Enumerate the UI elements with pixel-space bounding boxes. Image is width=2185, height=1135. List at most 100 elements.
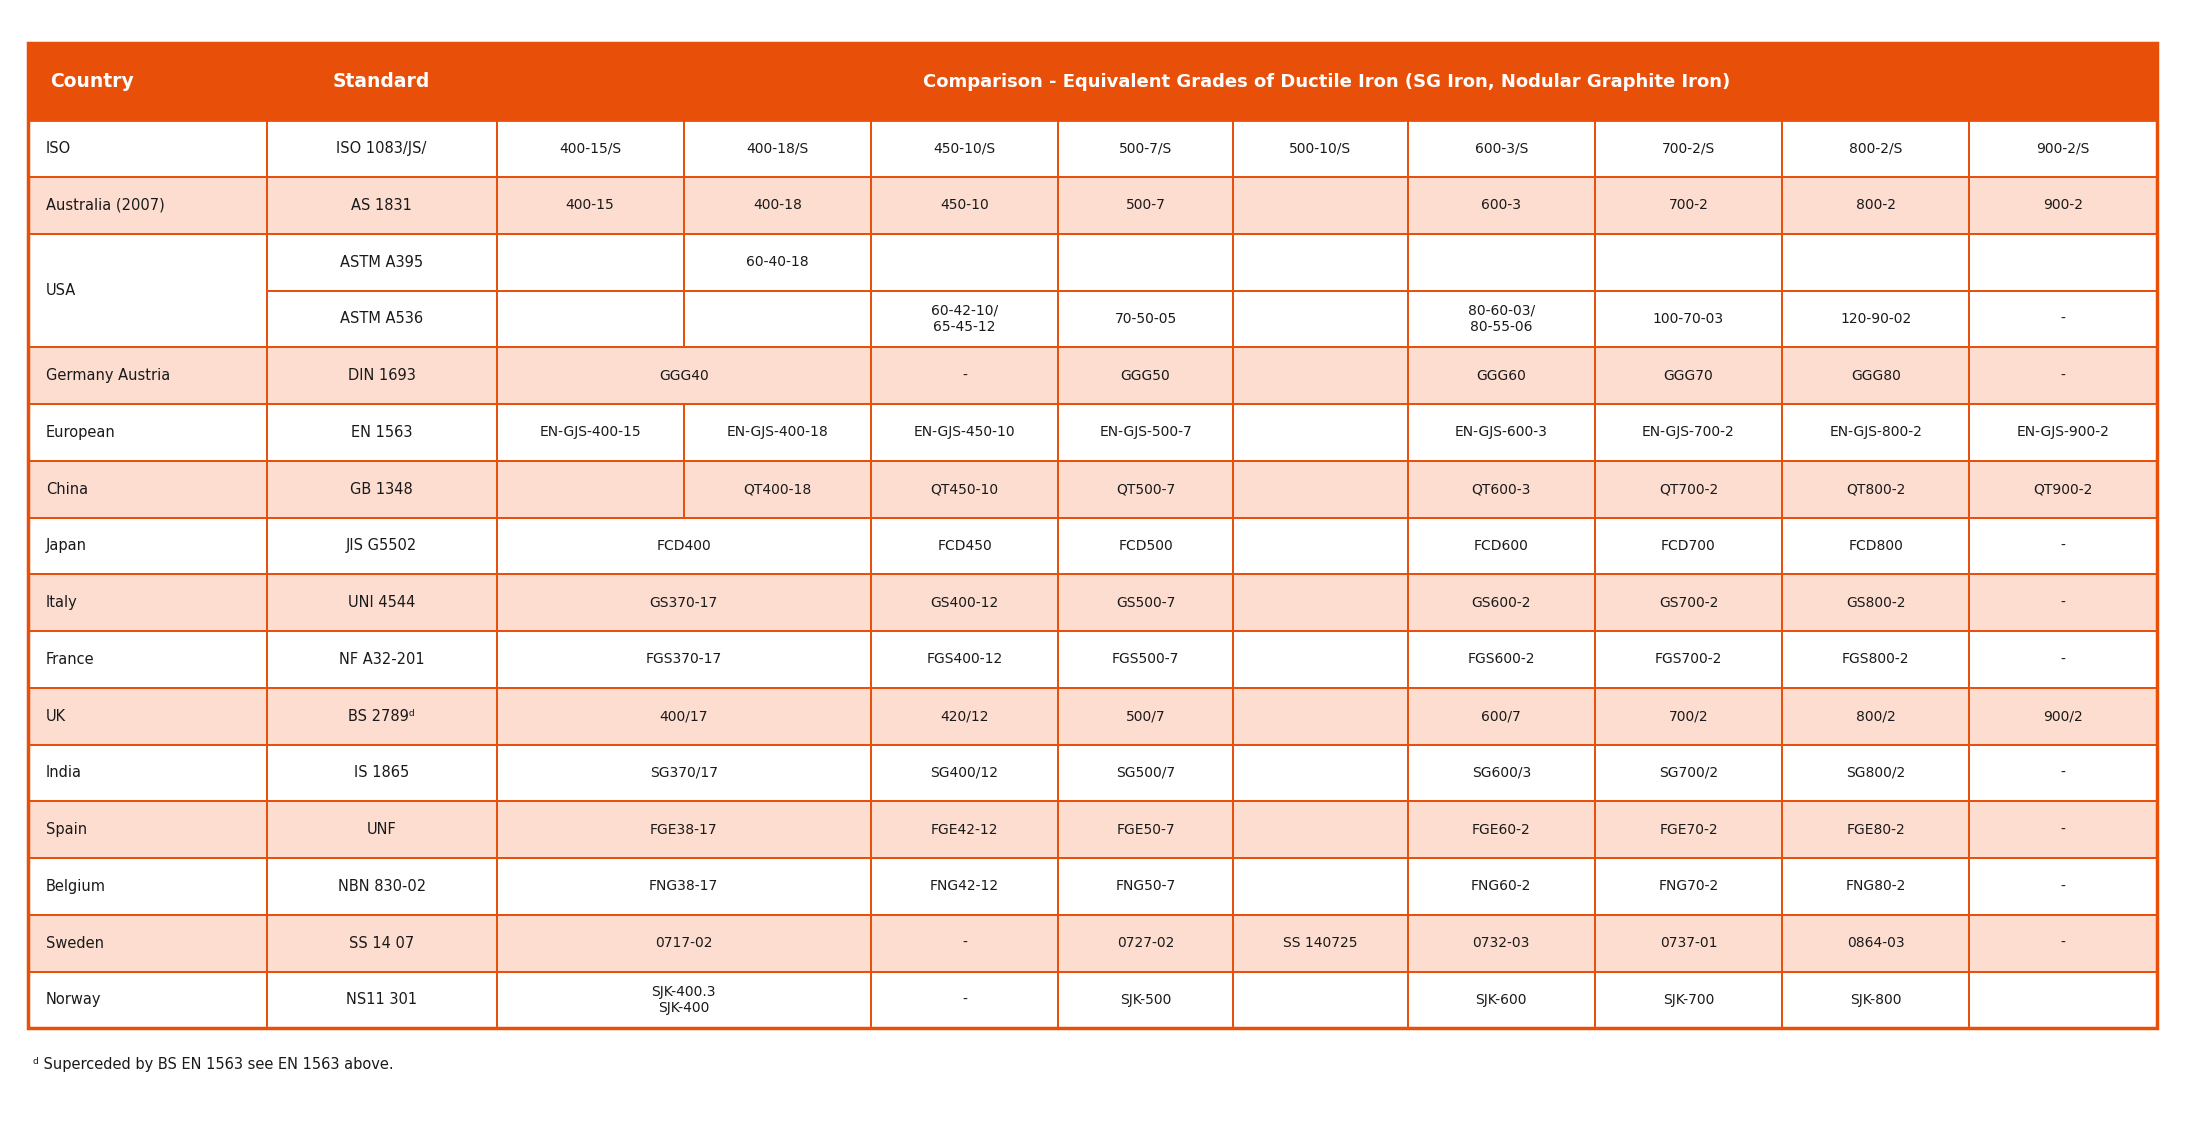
Bar: [1407, 234, 1595, 291]
Bar: [1783, 177, 1969, 234]
Text: -: -: [2060, 312, 2065, 326]
Text: 0732-03: 0732-03: [1473, 936, 1529, 950]
Bar: [1969, 234, 2157, 291]
Bar: [872, 234, 1058, 291]
Text: European: European: [46, 424, 116, 440]
Bar: [1232, 347, 1407, 404]
Bar: [1232, 461, 1407, 518]
Text: EN-GJS-800-2: EN-GJS-800-2: [1829, 426, 1923, 439]
Bar: [1969, 404, 2157, 461]
Text: SG500/7: SG500/7: [1117, 766, 1176, 780]
Text: 60-40-18: 60-40-18: [745, 255, 808, 269]
Text: SG700/2: SG700/2: [1658, 766, 1717, 780]
Bar: [267, 234, 496, 291]
Bar: [267, 801, 496, 858]
Bar: [28, 801, 267, 858]
Text: FCD800: FCD800: [1849, 539, 1903, 553]
Bar: [496, 745, 872, 801]
Bar: [496, 120, 684, 177]
Bar: [267, 518, 496, 574]
Text: SJK-500: SJK-500: [1121, 993, 1171, 1007]
Bar: [872, 234, 1058, 291]
Bar: [1232, 518, 1407, 574]
Bar: [267, 404, 496, 461]
Bar: [1407, 745, 1595, 801]
Text: SS 140725: SS 140725: [1283, 936, 1357, 950]
Bar: [1232, 801, 1407, 858]
Text: SJK-400.3
SJK-400: SJK-400.3 SJK-400: [651, 985, 717, 1015]
Bar: [496, 858, 872, 915]
Bar: [1783, 234, 1969, 291]
Text: FGE50-7: FGE50-7: [1117, 823, 1176, 836]
Text: UNI 4544: UNI 4544: [347, 595, 415, 611]
Bar: [872, 120, 1058, 177]
Bar: [28, 43, 2157, 1028]
Bar: [267, 972, 496, 1028]
Bar: [496, 801, 872, 858]
Bar: [1969, 745, 2157, 801]
Bar: [496, 177, 684, 234]
Bar: [684, 461, 872, 518]
Bar: [1058, 972, 1232, 1028]
Bar: [1058, 915, 1232, 972]
Bar: [496, 915, 872, 972]
Bar: [1783, 688, 1969, 745]
Text: FGS800-2: FGS800-2: [1842, 653, 1910, 666]
Text: 700-2/S: 700-2/S: [1663, 142, 1715, 155]
Bar: [267, 858, 496, 915]
Bar: [267, 631, 496, 688]
Text: 500-10/S: 500-10/S: [1289, 142, 1350, 155]
Text: SJK-600: SJK-600: [1475, 993, 1527, 1007]
Bar: [267, 291, 496, 347]
Bar: [1058, 801, 1232, 858]
Bar: [1969, 461, 2157, 518]
Text: China: China: [46, 481, 87, 497]
Bar: [872, 858, 1058, 915]
Bar: [28, 631, 267, 688]
Bar: [1407, 972, 1595, 1028]
Bar: [1595, 574, 1783, 631]
Text: 900-2/S: 900-2/S: [2036, 142, 2089, 155]
Text: SG800/2: SG800/2: [1846, 766, 1905, 780]
Text: -: -: [2060, 369, 2065, 382]
Text: USA: USA: [46, 283, 76, 299]
Bar: [496, 858, 872, 915]
Text: FGS370-17: FGS370-17: [645, 653, 721, 666]
Bar: [1407, 291, 1595, 347]
Bar: [28, 120, 267, 177]
Bar: [1595, 347, 1783, 404]
Bar: [1969, 574, 2157, 631]
Bar: [1407, 972, 1595, 1028]
Bar: [496, 291, 684, 347]
Text: -: -: [961, 369, 968, 382]
Bar: [1058, 461, 1232, 518]
Bar: [496, 120, 684, 177]
Text: FGS600-2: FGS600-2: [1468, 653, 1536, 666]
Bar: [28, 120, 267, 177]
Bar: [1058, 858, 1232, 915]
Bar: [1407, 745, 1595, 801]
Bar: [496, 631, 872, 688]
Bar: [267, 43, 496, 120]
Text: 120-90-02: 120-90-02: [1840, 312, 1912, 326]
Bar: [684, 291, 872, 347]
Bar: [872, 461, 1058, 518]
Bar: [28, 234, 267, 347]
Bar: [1232, 972, 1407, 1028]
Text: FGS700-2: FGS700-2: [1654, 653, 1722, 666]
Bar: [1058, 915, 1232, 972]
Bar: [1595, 801, 1783, 858]
Bar: [1058, 404, 1232, 461]
Bar: [872, 291, 1058, 347]
Text: FGE42-12: FGE42-12: [931, 823, 999, 836]
Text: DIN 1693: DIN 1693: [347, 368, 415, 384]
Bar: [1783, 745, 1969, 801]
Bar: [28, 404, 267, 461]
Bar: [1969, 631, 2157, 688]
Text: 450-10: 450-10: [940, 199, 990, 212]
Bar: [496, 688, 872, 745]
Bar: [1407, 801, 1595, 858]
Text: 500/7: 500/7: [1125, 709, 1165, 723]
Text: JIS G5502: JIS G5502: [345, 538, 417, 554]
Bar: [267, 972, 496, 1028]
